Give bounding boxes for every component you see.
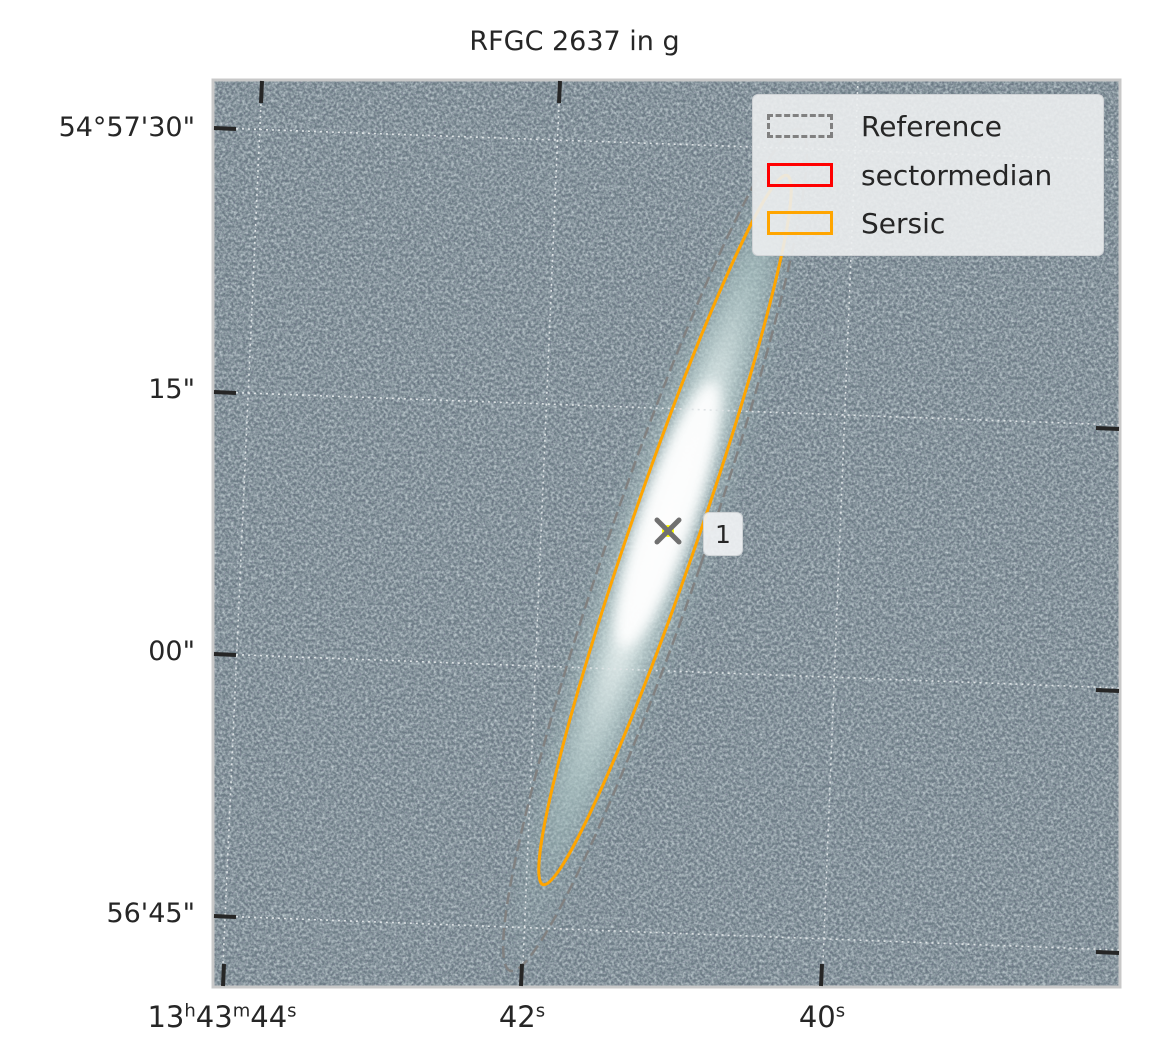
seconds-unit: s: [535, 1000, 546, 1022]
legend-swatch: [767, 114, 833, 138]
y-tick-label: 54°57'30": [58, 112, 195, 143]
seconds-value: 42: [498, 1000, 536, 1034]
minutes-value: 43: [195, 1000, 233, 1034]
source-label: 1: [703, 512, 743, 556]
hours-unit: h: [184, 1000, 196, 1022]
seconds-value: 44: [250, 1000, 288, 1034]
y-tick-label: 15": [148, 374, 195, 405]
legend-item-reference: Reference: [767, 109, 1002, 143]
legend-swatch: [767, 211, 833, 235]
y-tick-label: 00": [148, 636, 195, 667]
legend-item-sectormedian: sectormedian: [767, 158, 1053, 192]
minutes-unit: m: [232, 1000, 251, 1022]
legend-label: sectormedian: [861, 158, 1053, 192]
x-tick-label: 13h43m44s: [147, 1000, 296, 1034]
coordinate-grid: [217, 80, 1120, 987]
legend-label: Reference: [861, 109, 1002, 143]
x-tick-label: 40s: [799, 1000, 845, 1034]
tick-marks: [213, 80, 1120, 987]
x-tick-label: 42s: [499, 1000, 545, 1034]
legend-swatch: [767, 163, 833, 187]
seconds-unit: s: [287, 1000, 297, 1022]
legend-item-sersic: Sersic: [767, 206, 946, 240]
y-tick-label: 56'45": [106, 898, 195, 929]
plot-frame: [211, 78, 1122, 989]
legend-label: Sersic: [861, 206, 946, 240]
legend: Reference sectormedian Sersic: [752, 94, 1104, 256]
source-marker: [654, 517, 682, 545]
seconds-unit: s: [835, 1000, 846, 1022]
hours-value: 13: [147, 1000, 185, 1034]
image-title: RFGC 2637 in g: [469, 26, 680, 57]
seconds-value: 40: [798, 1000, 836, 1034]
